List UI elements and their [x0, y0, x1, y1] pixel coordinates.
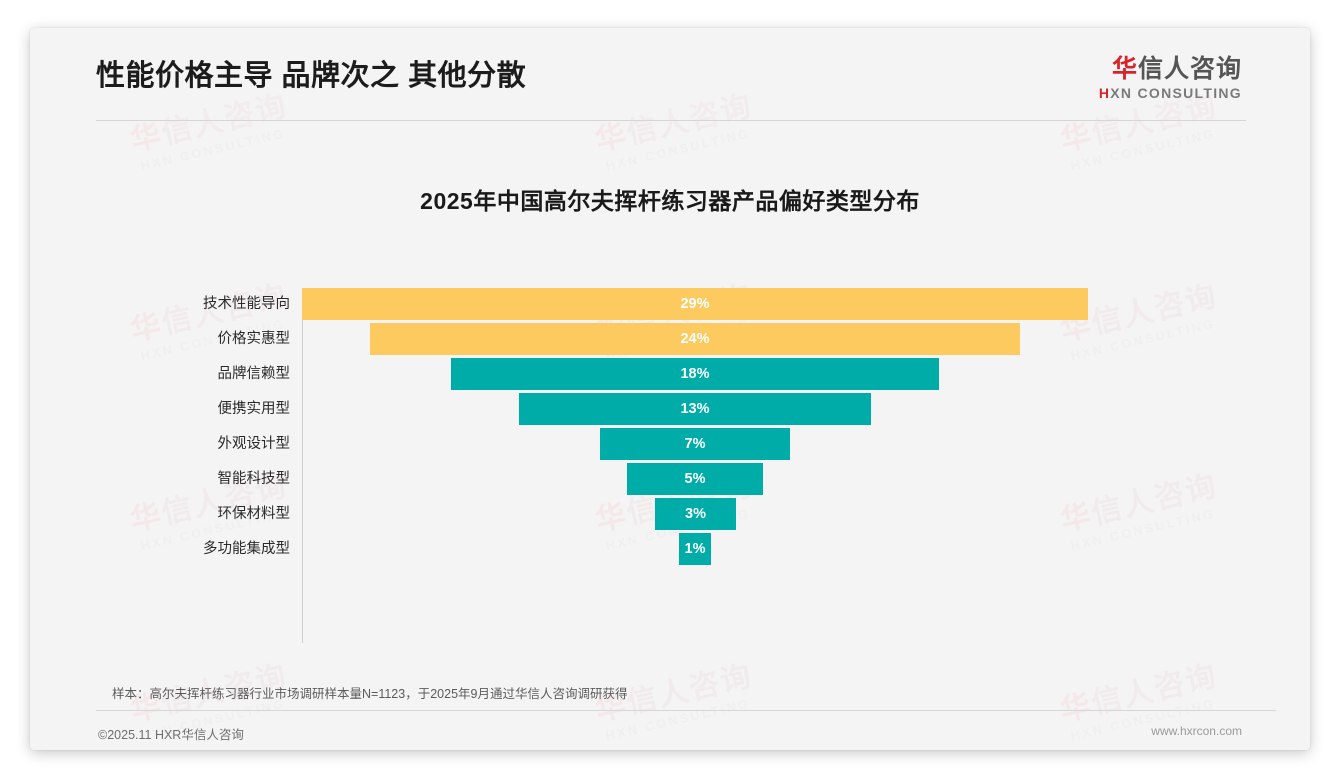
bar-row: 环保材料型 3% — [30, 498, 1310, 530]
bar-category-label: 价格实惠型 — [217, 331, 291, 347]
brand-logo-en-accent: H — [1098, 85, 1111, 102]
funnel-chart-plot: 技术性能导向 29% 价格实惠型 24% 品牌信赖型 18% 便携实用型 13% 外观设计型 7%… — [30, 288, 1310, 643]
funnel-bar[interactable] — [370, 323, 1020, 355]
funnel-bar[interactable] — [679, 533, 711, 565]
chart-area: 2025年中国高尔夫挥杆练习器产品偏好类型分布 技术性能导向 29% 价格实惠型 24… — [30, 128, 1310, 673]
page-title: 性能价格主导 品牌次之 其他分散 — [96, 60, 527, 92]
brand-logo-cn-accent: 华 — [1111, 55, 1138, 83]
funnel-bar[interactable] — [302, 288, 1088, 320]
chart-title: 2025年中国高尔夫挥杆练习器产品偏好类型分布 — [420, 188, 920, 214]
bar-row: 技术性能导向 29% — [30, 288, 1310, 320]
header-divider — [96, 120, 1246, 121]
bar-category-label: 多功能集成型 — [203, 541, 290, 557]
bar-row: 外观设计型 7% — [30, 428, 1310, 460]
bar-category-label: 品牌信赖型 — [217, 366, 291, 382]
brand-logo: 华信人咨询 HXN CONSULTING — [1099, 56, 1242, 101]
bar-category-label: 外观设计型 — [217, 436, 291, 452]
funnel-bar[interactable] — [627, 463, 763, 495]
footer-divider — [96, 710, 1276, 711]
funnel-bar[interactable] — [519, 393, 871, 425]
website-text: www.hxrcon.com — [1151, 724, 1242, 738]
bar-row: 品牌信赖型 18% — [30, 358, 1310, 390]
bar-row: 多功能集成型 1% — [30, 533, 1310, 565]
funnel-bar[interactable] — [655, 498, 736, 530]
funnel-bar[interactable] — [600, 428, 790, 460]
category-axis-line — [302, 288, 303, 643]
bar-category-label: 环保材料型 — [217, 506, 291, 522]
copyright-text: ©2025.11 HXR华信人咨询 — [98, 728, 244, 742]
slide-card: 华信人咨询 HXN CONSULTING 华信人咨询 HXN CONSULTING 华信… — [30, 28, 1310, 750]
funnel-bar[interactable] — [451, 358, 939, 390]
brand-logo-en-text: HXN CONSULTING — [1099, 85, 1242, 101]
chart-footnote: 样本：高尔夫挥杆练习器行业市场调研样本量N=1123，于2025年9月通过华信人… — [112, 687, 628, 701]
brand-logo-cn-text: 华信人咨询 — [1099, 56, 1242, 82]
bar-category-label: 智能科技型 — [217, 471, 291, 487]
slide-footer: ©2025.11 HXR华信人咨询 www.hxrcon.com — [30, 716, 1310, 750]
bar-category-label: 便携实用型 — [217, 401, 291, 417]
brand-logo-en-rest: XN CONSULTING — [1110, 85, 1242, 102]
bar-row: 便携实用型 13% — [30, 393, 1310, 425]
slide-header: 性能价格主导 品牌次之 其他分散 华信人咨询 HXN CONSULTING — [30, 28, 1310, 118]
bar-row: 智能科技型 5% — [30, 463, 1310, 495]
bar-category-label: 技术性能导向 — [203, 296, 290, 312]
brand-logo-cn-rest: 信人咨询 — [1137, 55, 1242, 83]
bar-row: 价格实惠型 24% — [30, 323, 1310, 355]
